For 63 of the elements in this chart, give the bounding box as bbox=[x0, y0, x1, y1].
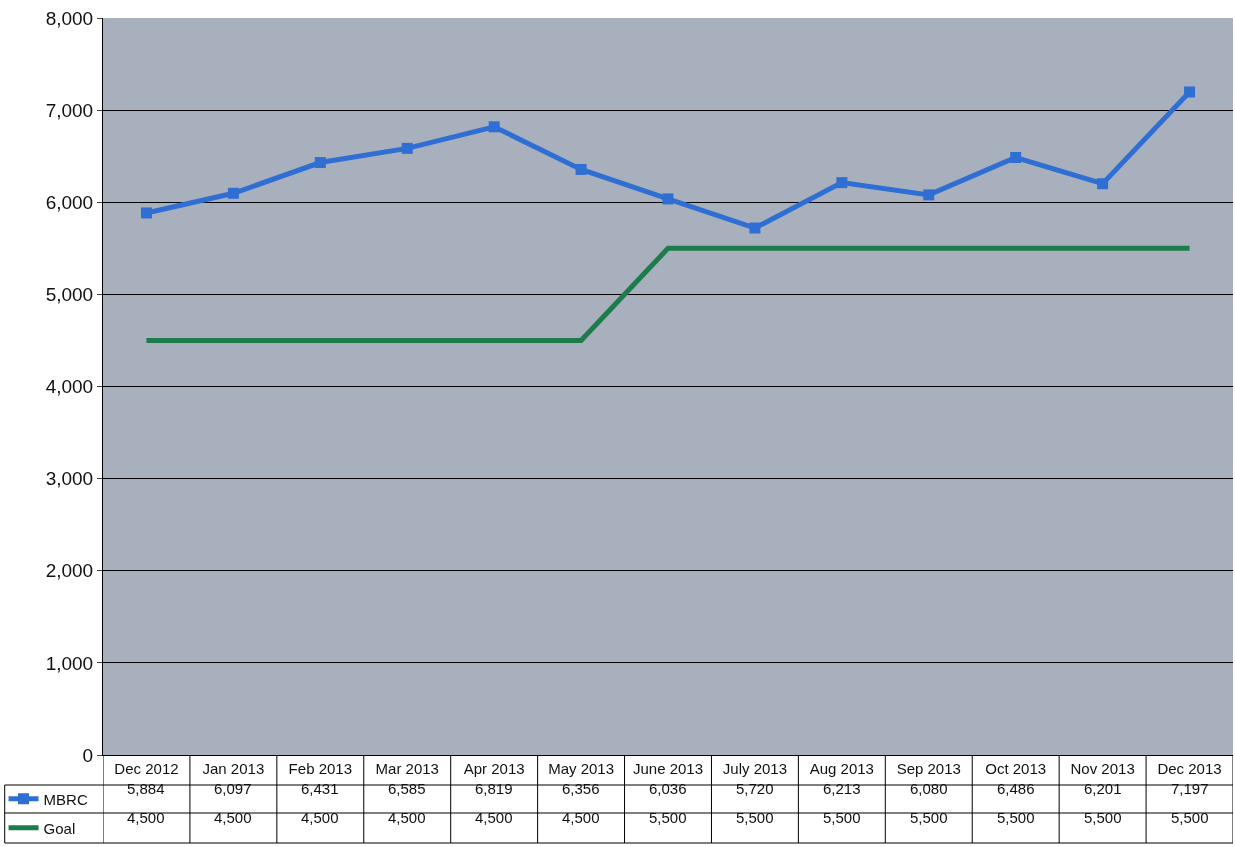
x-tick-label: Apr 2013 bbox=[463, 760, 525, 777]
point bbox=[923, 189, 935, 201]
y-tick-label: 8,000 bbox=[45, 7, 94, 29]
point bbox=[401, 142, 413, 154]
data-label: 6,819 bbox=[475, 780, 513, 797]
x-tick-label: Feb 2013 bbox=[288, 760, 353, 777]
x-tick-label: Jan 2013 bbox=[202, 760, 265, 777]
x-tick-label: May 2013 bbox=[548, 760, 615, 777]
point bbox=[1184, 86, 1196, 98]
y-tick-label: 5,000 bbox=[45, 284, 94, 306]
data-label: 4,500 bbox=[301, 809, 339, 826]
x-tick-label: Nov 2013 bbox=[1070, 760, 1135, 777]
data-label: 5,500 bbox=[1171, 809, 1209, 826]
x-tick-label: June 2013 bbox=[632, 760, 704, 777]
data-label: 5,500 bbox=[1084, 809, 1122, 826]
x-tick-label: Dec 2013 bbox=[1157, 760, 1222, 777]
y-tick-label: 6,000 bbox=[45, 191, 94, 213]
data-label: 5,720 bbox=[736, 780, 774, 797]
point bbox=[140, 207, 152, 219]
data-label: 4,500 bbox=[214, 809, 252, 826]
point bbox=[749, 222, 761, 234]
y-tick-label: 3,000 bbox=[45, 468, 94, 490]
data-label: 6,486 bbox=[997, 780, 1035, 797]
data-label: 6,097 bbox=[214, 780, 252, 797]
point bbox=[227, 187, 239, 199]
data-label: 6,356 bbox=[562, 780, 600, 797]
x-tick-label: Aug 2013 bbox=[809, 760, 874, 777]
legend-label: MBRC bbox=[43, 790, 88, 808]
x-tick-label: July 2013 bbox=[722, 760, 788, 777]
y-tick-label: 4,000 bbox=[45, 376, 94, 398]
point bbox=[488, 121, 500, 133]
x-tick-label: Sep 2013 bbox=[896, 760, 961, 777]
data-label: 5,500 bbox=[649, 809, 687, 826]
legend-label: Goal bbox=[43, 819, 76, 837]
data-label: 4,500 bbox=[562, 809, 600, 826]
data-label: 6,431 bbox=[301, 780, 339, 797]
point bbox=[1097, 178, 1109, 190]
data-label: 5,500 bbox=[823, 809, 861, 826]
data-label: 6,585 bbox=[388, 780, 426, 797]
data-label: 4,500 bbox=[127, 809, 165, 826]
point bbox=[575, 163, 587, 175]
data-label: 5,500 bbox=[736, 809, 774, 826]
data-label: 6,036 bbox=[649, 780, 687, 797]
point bbox=[836, 177, 848, 189]
data-label: 5,500 bbox=[910, 809, 948, 826]
y-tick-label: 1,000 bbox=[45, 652, 94, 674]
data-label: 6,201 bbox=[1084, 780, 1122, 797]
y-tick-label: 2,000 bbox=[45, 560, 94, 582]
y-tick-label: 7,000 bbox=[45, 99, 94, 121]
point bbox=[1010, 151, 1022, 163]
x-tick-label: Oct 2013 bbox=[985, 760, 1047, 777]
point bbox=[662, 193, 674, 205]
x-tick-label: Dec 2012 bbox=[114, 760, 179, 777]
data-label: 7,197 bbox=[1171, 780, 1209, 797]
data-label: 5,500 bbox=[997, 809, 1035, 826]
y-tick-label: 0 bbox=[82, 744, 94, 766]
data-label: 6,213 bbox=[823, 780, 861, 797]
data-label: 4,500 bbox=[388, 809, 426, 826]
data-label: 6,080 bbox=[910, 780, 948, 797]
data-label: 5,884 bbox=[127, 780, 165, 797]
data-label: 4,500 bbox=[475, 809, 513, 826]
point bbox=[314, 157, 326, 169]
x-tick-label: Mar 2013 bbox=[375, 760, 439, 777]
